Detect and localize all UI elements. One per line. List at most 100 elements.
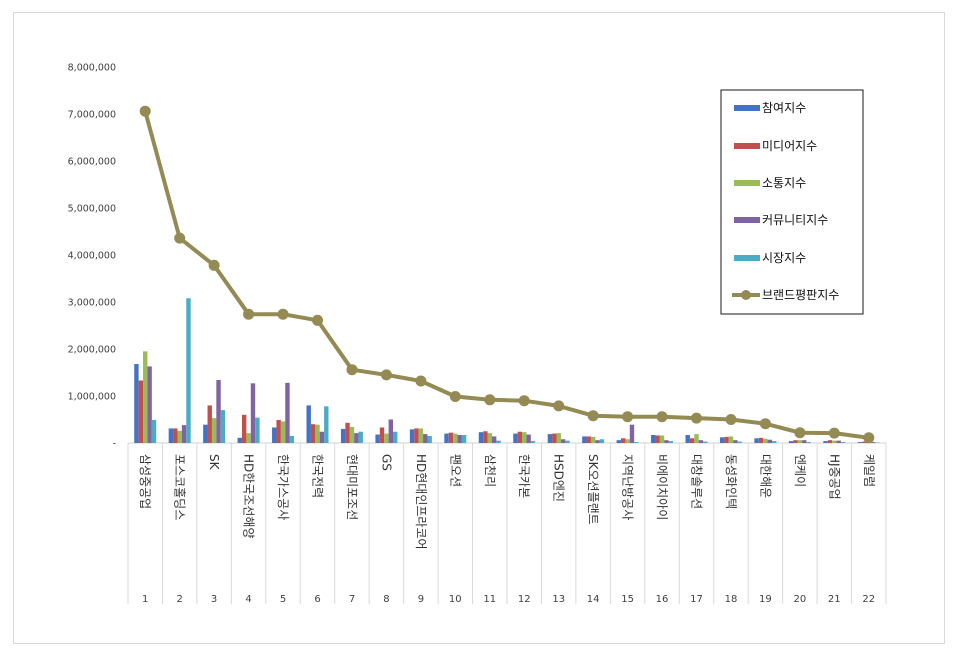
legend-label: 커뮤니티지수 [762, 213, 828, 227]
rank-label: 10 [449, 594, 462, 605]
y-tick-label: 1,000,000 [68, 392, 116, 403]
bar [423, 434, 428, 443]
legend-swatch [734, 217, 760, 223]
bar [358, 431, 363, 443]
reputation-point [725, 414, 737, 425]
bar [216, 380, 221, 443]
category-label: 포스코홀딩스 [173, 454, 187, 520]
bar [827, 440, 833, 443]
bar [134, 364, 139, 443]
category-label: 지역난방공사 [621, 454, 635, 520]
rank-label: 15 [621, 594, 634, 605]
bar [733, 440, 738, 443]
bar [802, 440, 807, 443]
bar [582, 436, 587, 443]
axes: - 1,000,000 2,000,000 3,000,000 4,000,000 5,0… [68, 63, 887, 604]
rank-label: 16 [656, 594, 669, 605]
category-label: 한국카본 [517, 454, 531, 498]
bar [457, 435, 462, 443]
category-label: 현대미포조선 [345, 454, 359, 520]
bar [689, 438, 695, 443]
bar [595, 440, 600, 443]
reputation-point [794, 427, 806, 439]
legend-label: 브랜드평판지수 [762, 288, 839, 302]
bar [409, 429, 415, 443]
bar [453, 433, 458, 443]
bar [547, 434, 553, 443]
category-labels: 삼성중공업 1 포스코홀딩스 2 SK 3 HD한국조선해양 4 한국가스공사 5 한국전력 6 현대미… [138, 454, 876, 605]
legend-label: 소통지수 [762, 176, 806, 190]
reputation-point [484, 394, 496, 406]
category-label: 대창솔루션 [690, 454, 704, 509]
bar [836, 440, 841, 443]
bar [211, 418, 217, 443]
y-tick-label: 8,000,000 [68, 63, 116, 74]
rank-label: 11 [483, 594, 496, 605]
bar [461, 435, 467, 443]
reputation-point [346, 364, 358, 376]
rank-label: 17 [690, 594, 703, 605]
bar [487, 433, 492, 443]
bar [138, 380, 144, 443]
bar [526, 434, 531, 443]
bar [354, 433, 359, 443]
bar [388, 419, 394, 443]
legend-swatch [734, 143, 760, 149]
bar [418, 428, 424, 443]
bar [345, 422, 350, 443]
category-label: GS [379, 454, 393, 471]
bar [147, 366, 152, 443]
bar [616, 440, 621, 443]
bar [241, 414, 247, 443]
bar [590, 436, 596, 443]
bar [181, 425, 187, 443]
bar [655, 435, 660, 443]
y-tick-label: - [113, 439, 116, 450]
bar [186, 298, 191, 443]
rank-label: 4 [245, 594, 251, 605]
bar [793, 440, 798, 443]
reputation-point [312, 314, 323, 326]
category-label: SK [207, 454, 221, 471]
bar [763, 438, 768, 443]
bar [870, 442, 876, 443]
bar [664, 440, 669, 443]
reputation-point [656, 411, 668, 423]
bar [496, 440, 501, 443]
category-label: 삼천리 [483, 454, 498, 487]
bar [599, 439, 605, 443]
bar [586, 436, 591, 443]
bar [668, 441, 674, 443]
y-tick-label: 4,000,000 [68, 251, 116, 262]
bar [448, 432, 454, 443]
bar [306, 405, 311, 443]
reputation-point [277, 308, 289, 320]
category-label: 비에이치아이 [655, 454, 669, 520]
rank-label: 19 [759, 594, 772, 605]
bar [797, 440, 803, 443]
category-label: 팬오션 [448, 454, 462, 487]
bar [483, 431, 488, 443]
y-tick-label: 6,000,000 [68, 157, 116, 168]
y-tick-label: 3,000,000 [68, 298, 116, 309]
bar [862, 441, 867, 443]
bar [310, 424, 316, 443]
category-label: 동성화인텍 [724, 454, 738, 509]
bar [857, 442, 863, 443]
bar [620, 438, 626, 443]
bar [840, 442, 846, 443]
reputation-point [243, 308, 255, 320]
rank-label: 9 [418, 594, 424, 605]
bar [565, 440, 570, 443]
y-tick-label: 7,000,000 [68, 110, 116, 121]
bar [832, 440, 837, 443]
bar [556, 433, 561, 443]
reputation-point [415, 375, 427, 387]
bar [427, 435, 432, 443]
reputation-point [380, 369, 392, 381]
bar [340, 428, 346, 443]
rank-label: 6 [314, 594, 320, 605]
bar [634, 442, 639, 443]
category-label: 대한해운 [758, 454, 772, 498]
reputation-line [139, 105, 875, 444]
